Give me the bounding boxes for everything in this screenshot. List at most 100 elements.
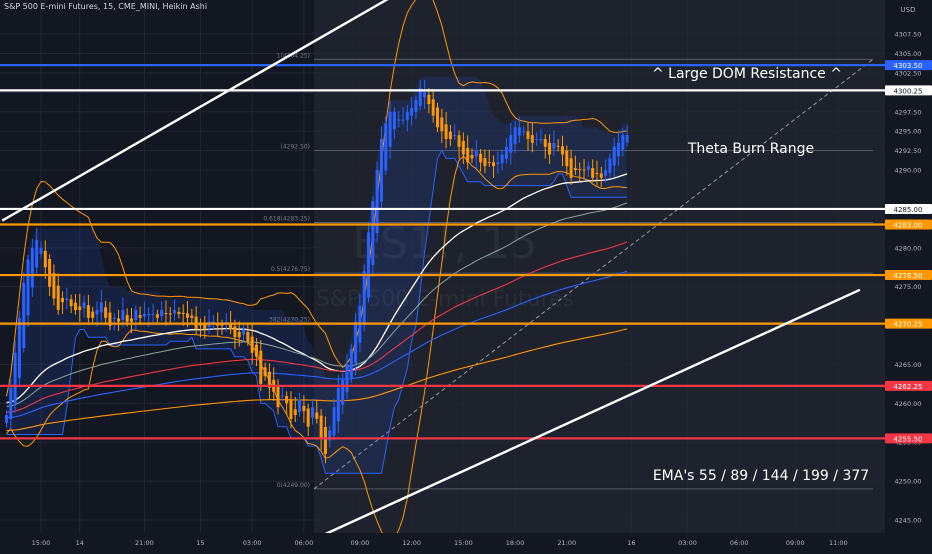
time-tick-7: 12:00 bbox=[402, 539, 421, 547]
candle-body-90 bbox=[392, 111, 396, 130]
candle-body-27 bbox=[121, 310, 125, 321]
candle-body-103 bbox=[448, 131, 452, 139]
ema-199-line bbox=[6, 270, 628, 419]
price-level-tag-label-3: 4283.00 bbox=[894, 222, 923, 230]
candle-body-52 bbox=[229, 323, 233, 330]
price-level-tag-label-6: 4262.25 bbox=[894, 383, 923, 391]
candle-body-106 bbox=[461, 140, 465, 155]
candle-body-23 bbox=[104, 307, 108, 318]
candle-body-120 bbox=[522, 131, 526, 133]
candle-body-117 bbox=[509, 135, 513, 153]
candle-body-74 bbox=[323, 427, 327, 454]
ema-55-line bbox=[6, 173, 628, 404]
fib-label-5: 0(4249.00) bbox=[277, 482, 310, 489]
candle-body-76 bbox=[332, 407, 336, 436]
candle-body-71 bbox=[311, 407, 315, 418]
candle-body-84 bbox=[367, 232, 371, 298]
candle-body-81 bbox=[354, 321, 358, 364]
candle-body-69 bbox=[302, 405, 306, 412]
time-tick-3: 15 bbox=[196, 539, 204, 547]
price-level-tag-label-4: 4276.50 bbox=[894, 272, 923, 280]
price-level-tag-7 bbox=[885, 433, 932, 444]
candle-body-143 bbox=[621, 135, 625, 150]
candle-body-40 bbox=[177, 311, 181, 314]
chart-title: S&P 500 E-mini Futures, 15, CME_MINI, He… bbox=[4, 2, 208, 11]
candle-body-2 bbox=[13, 352, 17, 404]
candle-body-139 bbox=[604, 170, 608, 176]
candle-body-100 bbox=[436, 107, 439, 128]
time-tick-14: 09:00 bbox=[786, 539, 805, 547]
candle-body-17 bbox=[78, 306, 82, 311]
annotations[interactable]: ^ Large DOM Resistance ^ Theta Burn Rang… bbox=[652, 66, 869, 484]
price-tick-0: 4245.00 bbox=[895, 517, 922, 525]
candle-body-124 bbox=[539, 138, 543, 140]
candle-body-93 bbox=[405, 111, 409, 120]
indicator-bands bbox=[6, 0, 628, 543]
candle-body-64 bbox=[280, 395, 284, 397]
time-tick-11: 16 bbox=[627, 539, 635, 547]
candle-body-15 bbox=[69, 299, 73, 307]
candle-body-57 bbox=[250, 336, 254, 353]
candle-body-65 bbox=[285, 396, 289, 404]
candle-body-85 bbox=[371, 201, 375, 266]
theta-annotation[interactable]: Theta Burn Range bbox=[687, 141, 814, 157]
time-axis[interactable] bbox=[0, 533, 885, 550]
ema-annotation[interactable]: EMA's 55 / 89 / 144 / 199 / 377 bbox=[653, 468, 869, 484]
price-tick-9: 4290.00 bbox=[895, 167, 922, 175]
candle-body-137 bbox=[595, 172, 599, 174]
ema-89-line bbox=[6, 202, 628, 407]
price-tick-7: 4280.00 bbox=[895, 244, 922, 252]
time-tick-13: 06:00 bbox=[730, 539, 749, 547]
session-shade bbox=[314, 0, 885, 533]
candle-body-142 bbox=[617, 142, 621, 157]
candle-body-126 bbox=[548, 142, 552, 155]
trend-line-1[interactable] bbox=[324, 288, 861, 536]
time-tick-0: 15:00 bbox=[32, 539, 51, 547]
candle-body-43 bbox=[190, 315, 194, 318]
candle-body-136 bbox=[591, 168, 595, 178]
candle-body-77 bbox=[336, 387, 340, 422]
candle-body-95 bbox=[414, 100, 418, 112]
candle-body-34 bbox=[151, 313, 155, 315]
candle-body-9 bbox=[43, 250, 47, 268]
candle-body-131 bbox=[569, 158, 573, 178]
candle-body-5 bbox=[26, 259, 30, 316]
candle-body-88 bbox=[384, 123, 388, 171]
candle-body-0 bbox=[5, 415, 8, 423]
candle-body-140 bbox=[608, 158, 612, 173]
trend-line-0[interactable] bbox=[1, 0, 631, 222]
candle-body-10 bbox=[48, 259, 52, 287]
candle-body-101 bbox=[440, 117, 444, 132]
candle-body-53 bbox=[233, 326, 237, 338]
candle-body-19 bbox=[86, 305, 90, 318]
watermark-symbol: ES1!, 15 bbox=[352, 218, 537, 269]
candle-body-35 bbox=[155, 314, 159, 318]
candle-body-13 bbox=[61, 297, 65, 303]
candle-body-132 bbox=[573, 168, 577, 171]
candle-body-58 bbox=[254, 344, 258, 357]
price-tick-3: 4260.00 bbox=[895, 400, 922, 408]
price-tick-16: 4307.50 bbox=[895, 31, 922, 39]
candle-body-135 bbox=[586, 166, 590, 170]
candle-body-21 bbox=[95, 310, 99, 315]
price-level-tag-label-7: 4255.50 bbox=[894, 435, 923, 443]
trend-lines[interactable] bbox=[1, 0, 861, 536]
candle-body-8 bbox=[39, 247, 43, 254]
dom-resistance-annotation[interactable]: ^ Large DOM Resistance ^ bbox=[652, 66, 842, 82]
price-levels[interactable] bbox=[0, 64, 885, 440]
price-level-tag-3 bbox=[885, 219, 932, 230]
candle-body-18 bbox=[82, 302, 86, 309]
candle-body-55 bbox=[242, 329, 246, 335]
price-tick-14: 4302.50 bbox=[895, 69, 922, 77]
price-tick-1: 4250.00 bbox=[895, 478, 922, 486]
price-level-tag-label-1: 4300.25 bbox=[894, 87, 923, 95]
candle-body-98 bbox=[427, 94, 431, 104]
watermark-name: S&P 500 E-mini Futures bbox=[316, 287, 574, 312]
price-level-tag-0 bbox=[885, 60, 932, 71]
candle-body-26 bbox=[117, 318, 121, 322]
time-tick-4: 03:00 bbox=[243, 539, 262, 547]
candle-body-59 bbox=[259, 350, 263, 384]
